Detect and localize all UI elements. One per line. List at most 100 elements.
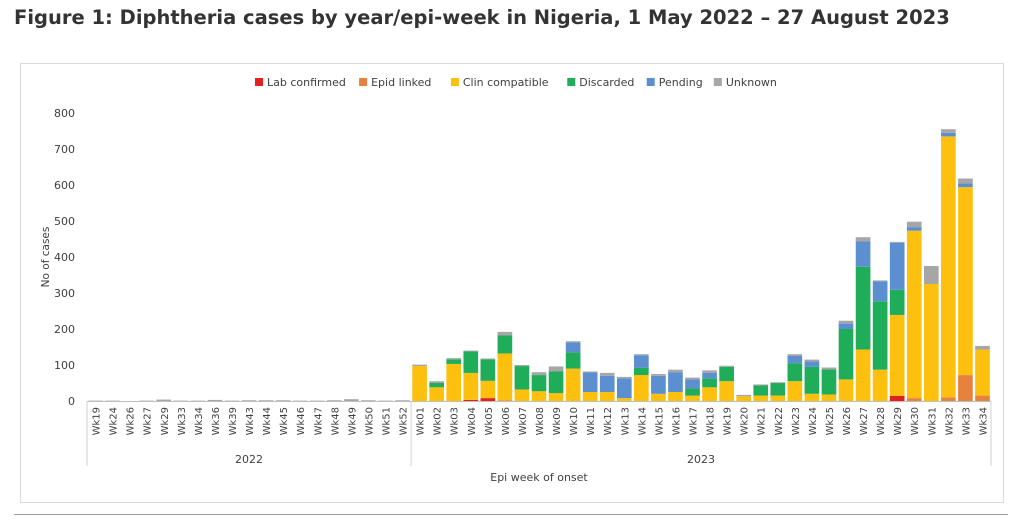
bar-segment-clin-compatible: [787, 381, 803, 401]
x-tick-label: Wk04: [467, 407, 478, 435]
y-tick-label: 400: [54, 251, 75, 264]
x-tick-label: Wk14: [637, 407, 648, 435]
y-tick-label: 700: [54, 143, 75, 156]
x-tick-label: Wk01: [416, 407, 427, 435]
x-tick-label: Wk32: [944, 407, 955, 435]
bar-segment-clin-compatible: [463, 372, 479, 400]
bar-segment-unknown: [906, 221, 922, 228]
bar-segment-discarded: [634, 367, 649, 376]
bar-segment-discarded: [702, 378, 717, 388]
bar-segment-lab-confirmed: [480, 398, 496, 401]
x-tick-label: Wk06: [501, 407, 512, 435]
bar-segment-unknown: [719, 365, 734, 367]
bar-segment-unknown: [821, 367, 837, 370]
bar-segment-unknown: [872, 280, 888, 282]
x-tick-label: Wk20: [740, 407, 751, 435]
bar-segment-clin-compatible: [872, 369, 888, 401]
bar-segment-discarded: [719, 366, 734, 382]
y-tick-label: 600: [54, 179, 75, 192]
bar-segment-pending: [804, 361, 820, 367]
bar-segment-unknown: [241, 400, 257, 402]
bar-segment-discarded: [548, 371, 564, 394]
x-tick-label: Wk26: [842, 407, 853, 435]
x-tick-label: Wk43: [245, 407, 256, 435]
bar-segment-pending: [565, 342, 581, 353]
bar-segment-unknown: [582, 371, 598, 373]
bar-segment-unknown: [599, 372, 615, 376]
y-axis-label: No of cases: [40, 227, 52, 288]
x-tick-label: Wk25: [825, 407, 836, 435]
legend-label-epid-linked: Epid linked: [371, 76, 431, 89]
x-tick-label: Wk31: [927, 407, 938, 435]
x-tick-label: Wk09: [552, 407, 563, 435]
x-tick-label: Wk11: [586, 407, 597, 435]
x-tick-label: Wk15: [654, 407, 665, 435]
year-label: 2022: [235, 453, 263, 466]
legend-swatch-lab-confirmed: [255, 78, 264, 86]
bar-segment-unknown: [531, 372, 547, 376]
bar-segment-clin-compatible: [838, 379, 854, 401]
bar-segment-unknown: [889, 241, 905, 243]
bar-segment-clin-compatible: [497, 353, 513, 401]
bar-segment-pending: [889, 242, 905, 290]
legend-swatch-pending: [646, 78, 655, 86]
bar-segment-clin-compatible: [480, 380, 496, 399]
bar-segment-discarded: [872, 301, 888, 370]
bar-segment-discarded: [804, 366, 820, 394]
bar-segment-pending: [702, 372, 717, 379]
x-tick-label: Wk28: [876, 407, 887, 435]
x-tick-label: Wk52: [399, 407, 410, 435]
bar-segment-unknown: [651, 374, 666, 376]
bar-segment-discarded: [821, 369, 837, 395]
bar-segment-clin-compatible: [923, 284, 939, 401]
bar-segment-pending: [582, 372, 598, 392]
bar-segment-unknown: [514, 365, 530, 367]
bar-segment-clin-compatible: [616, 398, 632, 401]
bar-segment-unknown: [275, 400, 291, 402]
x-tick-label: Wk12: [603, 407, 614, 435]
bar-segment-clin-compatible: [753, 395, 769, 401]
bar-segment-pending: [634, 355, 649, 368]
x-tick-label: Wk18: [706, 407, 717, 435]
bar-segment-clin-compatible: [941, 136, 956, 398]
bar-segment-unknown: [923, 266, 939, 284]
bar-segment-unknown: [855, 237, 871, 242]
bar-segment-unknown: [497, 331, 513, 336]
bar-segment-pending: [668, 372, 683, 392]
bar-segment-clin-compatible: [702, 387, 717, 401]
bar-segment-unknown: [634, 354, 649, 356]
legend-swatch-unknown: [713, 78, 722, 86]
y-tick-label: 800: [54, 107, 75, 120]
bar-segment-clin-compatible: [821, 394, 837, 401]
x-tick-label: Wk08: [535, 407, 546, 435]
x-tick-label: Wk29: [893, 407, 904, 435]
bar-segment-unknown: [753, 384, 769, 386]
x-tick-label: Wk34: [194, 407, 205, 435]
x-tick-label: Wk24: [109, 407, 120, 435]
bar-segment-unknown: [446, 358, 462, 360]
bar-segment-discarded: [446, 359, 462, 364]
bar-segment-epid-linked: [906, 398, 922, 401]
bar-segment-unknown: [736, 394, 752, 397]
x-tick-label: Wk13: [620, 407, 631, 435]
bar-segment-unknown: [616, 376, 632, 379]
bar-segment-discarded: [787, 363, 803, 382]
bar-segment-epid-linked: [941, 397, 956, 401]
legend-label-clin-compatible: Clin compatible: [463, 76, 549, 89]
bar-segment-clin-compatible: [412, 366, 427, 401]
bar-segment-unknown: [770, 382, 786, 384]
bar-segment-unknown: [787, 354, 803, 356]
y-tick-label: 200: [54, 323, 75, 336]
y-tick-label: 0: [68, 395, 75, 408]
bar-segment-discarded: [753, 385, 769, 396]
bar-segment-unknown: [565, 341, 581, 343]
bar-segment-clin-compatible: [975, 349, 990, 396]
x-tick-label: Wk51: [382, 407, 393, 435]
bar-segment-discarded: [838, 329, 854, 380]
bar-segment-lab-confirmed: [463, 399, 479, 401]
bar-segment-clin-compatible: [958, 187, 973, 376]
bar-segment-unknown: [975, 345, 990, 350]
bar-segment-clin-compatible: [906, 230, 922, 399]
bar-segment-pending: [685, 379, 700, 389]
bar-segment-pending: [838, 323, 854, 329]
